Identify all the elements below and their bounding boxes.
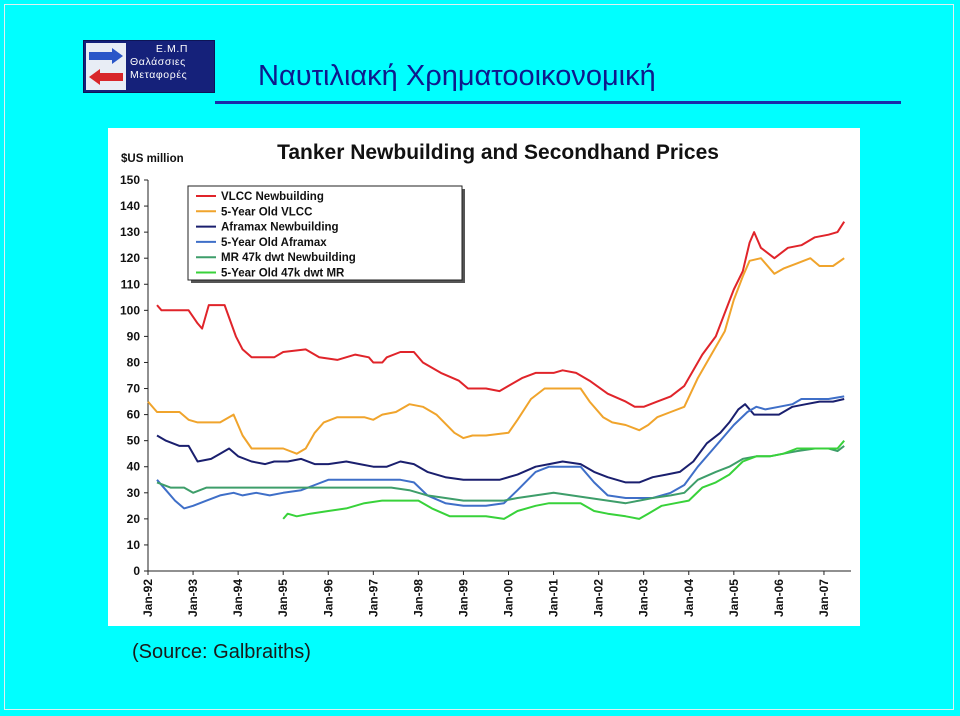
y-tick-label: 90: [127, 329, 141, 343]
page-title: Ναυτιλιακή Χρηματοοικονομική: [258, 60, 656, 93]
x-tick-label: Jan-02: [592, 579, 606, 617]
x-tick-label: Jan-01: [547, 579, 561, 617]
y-tick-label: 50: [127, 434, 141, 448]
x-tick-label: Jan-96: [321, 579, 335, 617]
chart-legend: VLCC Newbuilding 5-Year Old VLCC Aframax N…: [188, 186, 465, 283]
y-tick-label: 110: [121, 277, 141, 291]
logo-line-2: Θαλάσσιες: [130, 56, 214, 69]
y-tick-label: 40: [127, 460, 141, 474]
legend-label: VLCC Newbuilding: [221, 191, 324, 203]
y-tick-label: 10: [127, 538, 141, 552]
y-tick-label: 70: [127, 382, 141, 396]
x-tick-label: Jan-92: [141, 579, 155, 617]
x-tick-label: Jan-06: [772, 579, 786, 617]
y-tick-label: 20: [127, 512, 141, 526]
x-tick-label: Jan-99: [456, 579, 470, 617]
x-tick-label: Jan-07: [817, 579, 831, 617]
legend-label: 5-Year Old Aframax: [221, 237, 327, 249]
logo-line-3: Μεταφορές: [130, 69, 214, 82]
title-divider: [215, 101, 901, 104]
ntua-maritime-logo: Ε.Μ.Π Θαλάσσιες Μεταφορές: [83, 40, 215, 93]
series-line-3: [157, 399, 844, 482]
chart-title: Tanker Newbuilding and Secondhand Prices: [277, 141, 719, 164]
x-tick-label: Jan-98: [411, 579, 425, 617]
logo-text: Ε.Μ.Π Θαλάσσιες Μεταφορές: [130, 43, 214, 82]
x-tick-label: Jan-00: [502, 579, 516, 617]
x-tick-label: Jan-95: [276, 579, 290, 617]
series-line-5: [157, 446, 844, 503]
source-note: (Source: Galbraiths): [132, 641, 311, 664]
x-tick-label: Jan-03: [637, 579, 651, 617]
legend-label: 5-Year Old 47k dwt MR: [221, 268, 345, 280]
legend-label: Aframax Newbuilding: [221, 222, 339, 234]
legend-label: MR 47k dwt Newbuilding: [221, 252, 356, 264]
y-tick-label: 150: [120, 173, 140, 187]
y-tick-label: 30: [127, 486, 141, 500]
y-tick-label: 100: [120, 303, 140, 317]
logo-line-1: Ε.Μ.Π: [130, 43, 214, 56]
series-line-2: [148, 258, 844, 454]
arrows-icon: [86, 43, 126, 90]
chart-panel: Tanker Newbuilding and Secondhand Prices…: [108, 128, 860, 626]
y-tick-label: 120: [120, 251, 140, 265]
x-tick-label: Jan-97: [366, 579, 380, 617]
y-tick-label: 80: [127, 355, 141, 369]
y-tick-label: 140: [120, 199, 140, 213]
y-tick-label: 130: [120, 225, 140, 239]
line-chart: Tanker Newbuilding and Secondhand Prices…: [108, 128, 860, 626]
x-tick-label: Jan-94: [231, 579, 245, 617]
x-tick-label: Jan-93: [186, 579, 200, 617]
y-tick-label: 0: [133, 564, 140, 578]
x-tick-label: Jan-04: [682, 579, 696, 617]
x-tick-label: Jan-05: [727, 579, 741, 617]
legend-label: 5-Year Old VLCC: [221, 206, 312, 218]
series-line-4: [157, 396, 844, 508]
y-axis-label: $US million: [121, 153, 184, 165]
y-tick-label: 60: [127, 408, 141, 422]
